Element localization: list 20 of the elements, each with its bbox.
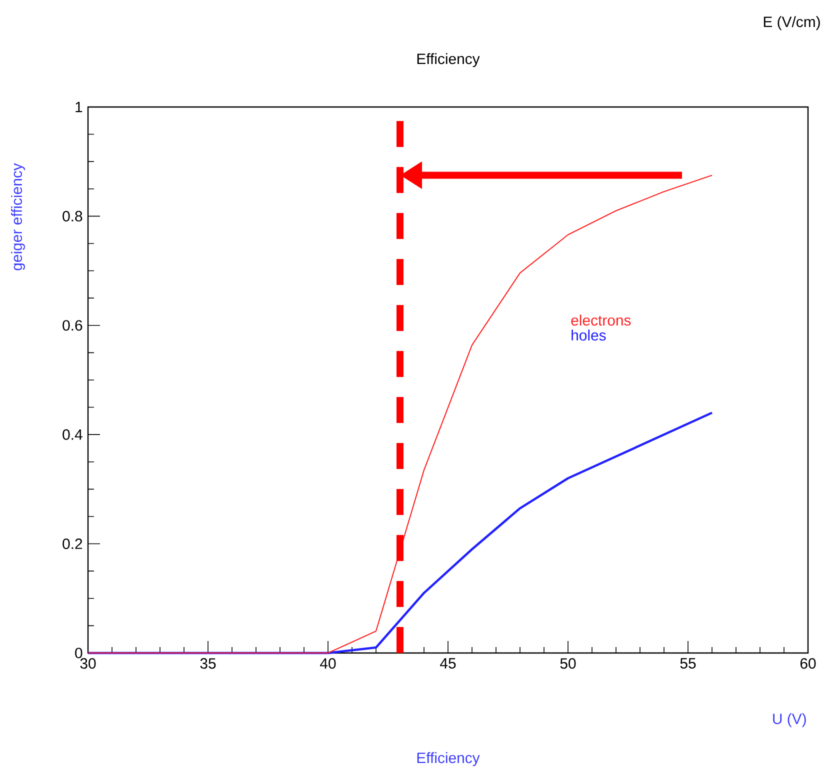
chart-subtitle: E (V/cm) [764, 16, 820, 30]
x-tick-label: 50 [560, 658, 576, 669]
x-axis-title: U (V) [773, 713, 806, 728]
text: holes [572, 330, 606, 341]
chart-title: Efficiency [417, 53, 480, 68]
x-tick-label: 55 [680, 658, 696, 669]
x-tick-label: 30 [80, 658, 96, 669]
y-axis-title: geiger efficiency [11, 163, 25, 270]
x-tick-label: 45 [440, 658, 456, 669]
y-tick-label: 0.4 [62, 429, 82, 440]
y-tick-label: 0.2 [62, 538, 82, 550]
text: Efficiency [417, 752, 480, 766]
x-tick-label: 60 [800, 658, 816, 669]
y-tick-label: 1 [76, 102, 82, 112]
y-tick-label: 0 [75, 648, 82, 658]
y-tick-label: 0.6 [62, 320, 82, 331]
x-tick-label: 35 [200, 658, 216, 669]
y-tick-label: 0.8 [62, 210, 82, 222]
x-tick-label: 40 [320, 658, 336, 669]
text: electrons [571, 314, 631, 326]
